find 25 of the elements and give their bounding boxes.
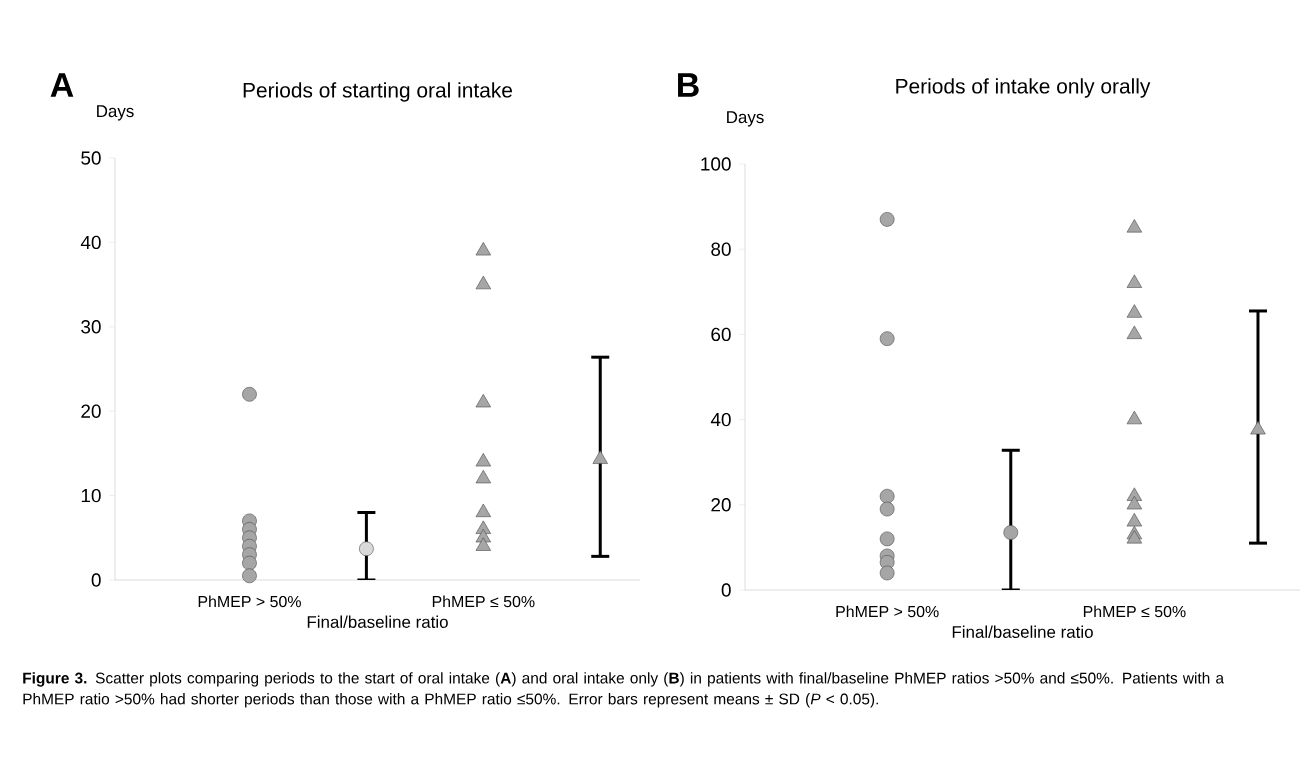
x-axis-title: Final/baseline ratio [952,625,1093,638]
y-tick-label: 60 [711,327,731,342]
y-tick-label: 80 [711,242,731,256]
y-tick-label: 20 [81,404,101,418]
x-tick-label: PhMEP ≤ 50% [432,595,535,608]
chart-title: Periods of starting oral intake [243,82,513,102]
x-tick-label: PhMEP > 50% [198,595,301,608]
y-tick-label: 30 [81,320,101,334]
text: Figure 3. Scatter plots comparing periods to the start of oral intake (A) and oral intake only (B) in patients with final/baseline PhMEP ratios >50% and ≤50%. Patients with a PhMEP ratio >50% had shorter periods than those with a PhMEP ratio ≤50%. Error bars represent means ± SD (P < 0.05). [23,672,1225,708]
y-tick-label: 40 [80,235,101,250]
x-tick-label: PhMEP > 50% [836,605,939,618]
y-tick-label: 40 [710,412,731,427]
y-tick-label: 20 [711,498,731,512]
y-axis-title: Days [97,105,134,121]
text: A [50,73,74,97]
text: B [678,73,699,97]
y-tick-label: 50 [81,151,101,165]
y-axis-title: Days [727,111,764,127]
chart-title: Periods of intake only orally [896,78,1151,98]
y-tick-label: 10 [81,488,101,503]
y-tick-label: 0 [721,583,731,597]
x-axis-title: Final/baseline ratio [307,615,448,628]
y-tick-label: 100 [701,157,731,171]
y-tick-label: 0 [91,573,101,587]
x-tick-label: PhMEP ≤ 50% [1083,605,1186,618]
